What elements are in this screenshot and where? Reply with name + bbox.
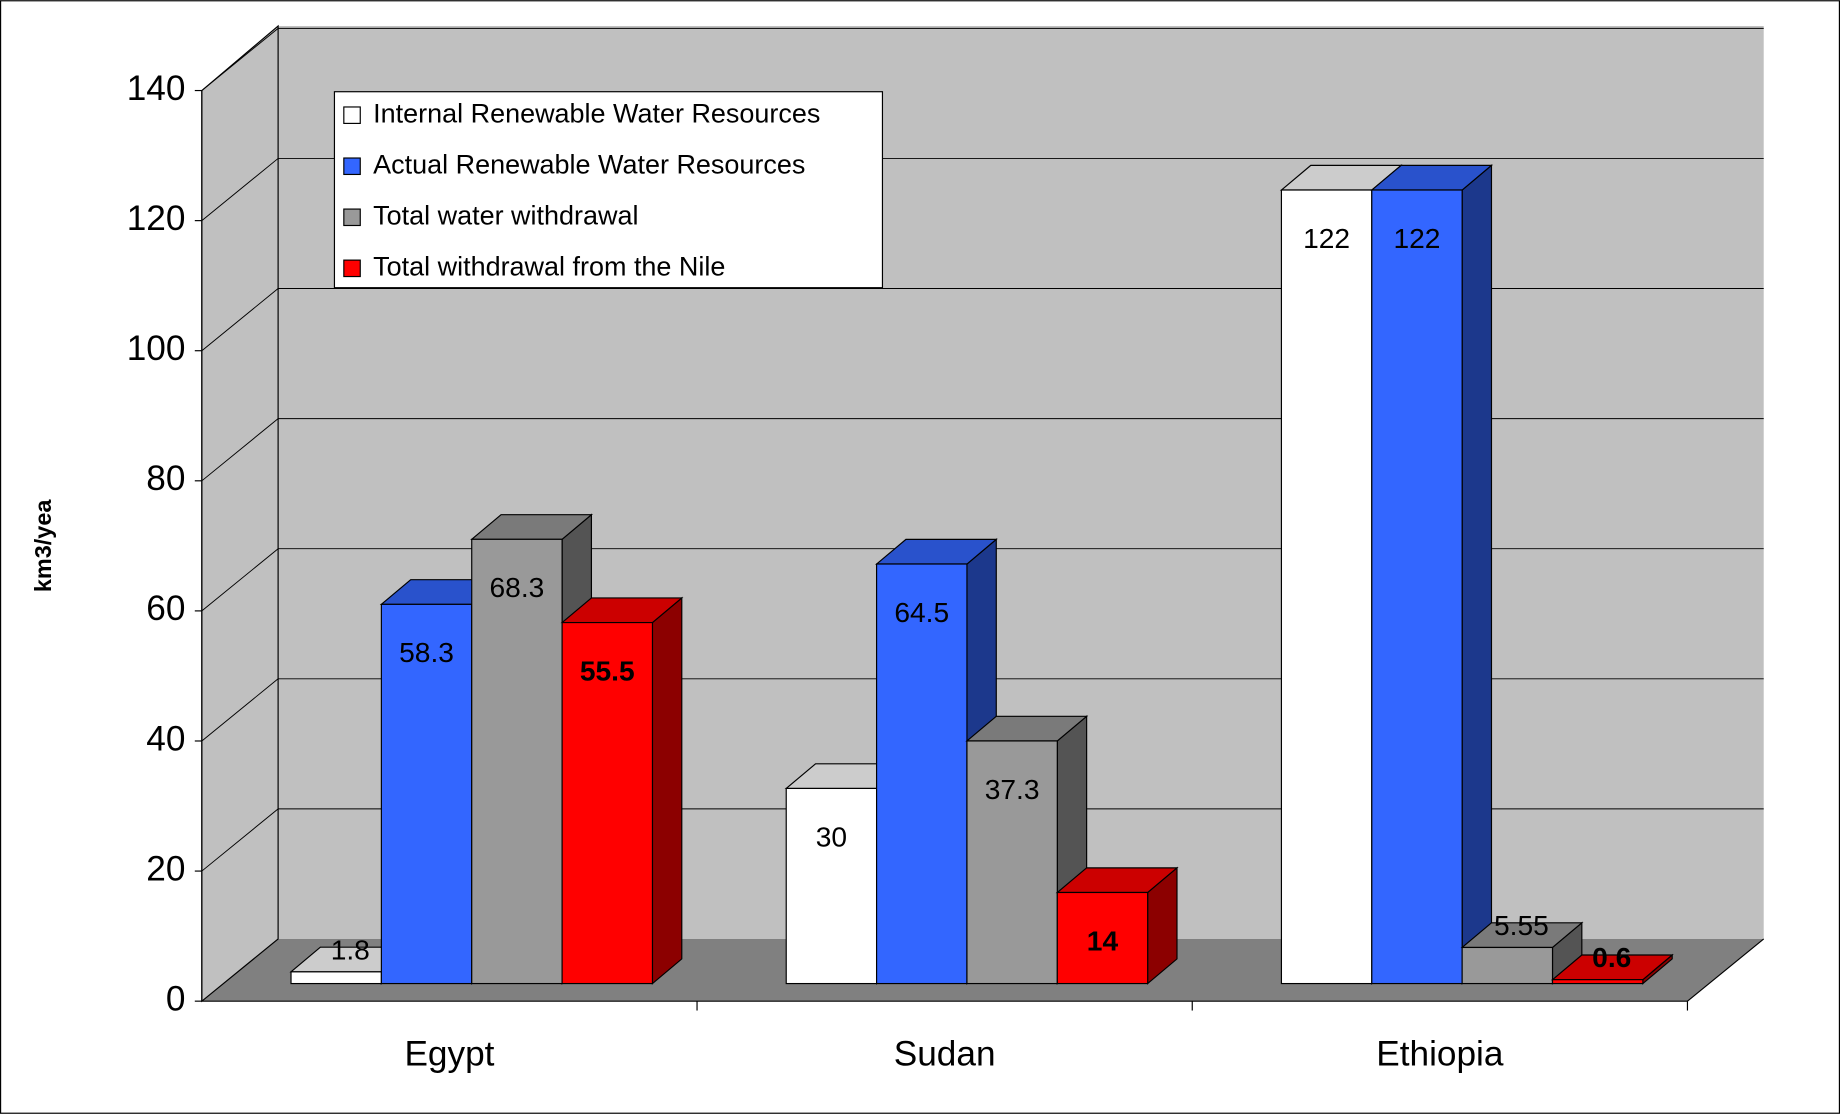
data-label: 14: [1087, 925, 1119, 956]
bar-front: [1056, 891, 1149, 985]
y-tick-label: 100: [127, 329, 186, 368]
data-label: 122: [1393, 223, 1440, 254]
legend-label: Internal Renewable Water Resources: [373, 98, 820, 128]
bar-side: [651, 596, 683, 985]
legend-marker: [343, 106, 361, 124]
y-axis-label: km3/yea: [30, 499, 56, 593]
bar-front: [1461, 946, 1554, 985]
legend: Internal Renewable Water Resources Actual…: [333, 91, 884, 289]
data-label: 122: [1303, 223, 1350, 254]
bar-side: [1461, 164, 1493, 985]
legend-marker: [343, 259, 361, 278]
bar-front: [875, 563, 968, 985]
data-label: 0.6: [1592, 942, 1631, 973]
legend-marker: [343, 157, 361, 176]
bar-front: [1551, 979, 1644, 985]
grid-line: [201, 678, 279, 742]
bar: [560, 596, 684, 985]
x-tick-label: Ethiopia: [1376, 1035, 1504, 1074]
grid-line: [201, 808, 279, 872]
bar: [1055, 866, 1179, 985]
bar-front: [290, 971, 382, 985]
data-label: 68.3: [490, 572, 545, 603]
data-label: 5.55: [1494, 910, 1549, 941]
bar-front: [471, 538, 563, 985]
grid-line: [201, 158, 279, 221]
bar-front: [380, 603, 473, 985]
y-tick-label: 60: [146, 589, 185, 628]
bar-front: [966, 740, 1058, 985]
y-tick-label: 20: [146, 849, 185, 888]
legend-label: Total withdrawal from the Nile: [373, 251, 725, 281]
y-tick-label: 120: [127, 199, 186, 238]
x-tick-label: Egypt: [404, 1035, 494, 1074]
legend-marker: [343, 208, 361, 227]
y-tick-label: 0: [166, 979, 186, 1018]
bar-front: [561, 621, 654, 985]
legend-label: Total water withdrawal: [373, 200, 638, 230]
y-tick-label: 140: [127, 69, 186, 108]
y-tick-label: 80: [146, 459, 185, 498]
y-tick-label: 40: [146, 719, 185, 758]
bar: [1370, 164, 1494, 985]
data-label: 64.5: [894, 597, 949, 628]
grid-line: [201, 27, 279, 91]
data-label: 30: [816, 821, 847, 852]
grid-line: [201, 288, 279, 352]
legend-label: Actual Renewable Water Resources: [373, 149, 805, 179]
data-label: 58.3: [399, 637, 454, 668]
data-label: 37.3: [985, 774, 1040, 805]
x-tick-label: Sudan: [894, 1035, 996, 1074]
bar-front: [1371, 189, 1463, 985]
legend-box: [333, 91, 884, 289]
bar-front: [1280, 189, 1373, 985]
data-label: 1.8: [331, 934, 370, 965]
bar-front: [785, 787, 878, 985]
floor-edge: [1687, 938, 1765, 1002]
grid-line: [201, 548, 279, 612]
data-label: 55.5: [580, 655, 635, 686]
grid-line: [201, 418, 279, 482]
side-wall: [201, 24, 279, 1003]
bar: [1550, 953, 1674, 985]
